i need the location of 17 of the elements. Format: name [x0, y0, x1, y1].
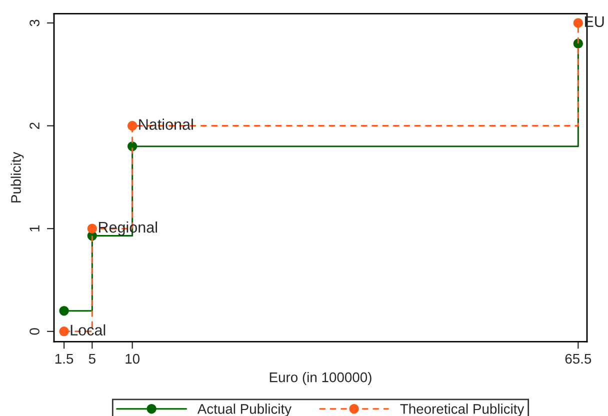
y-tick-label: 1 — [30, 225, 40, 232]
x-tick-label: 1.5 — [55, 354, 74, 364]
x-axis-title: Euro (in 100000) — [270, 372, 372, 385]
point — [59, 306, 69, 316]
y-tick-label: 3 — [30, 20, 40, 26]
point — [87, 224, 98, 234]
x-tick-label: 65.5 — [565, 354, 592, 364]
point — [127, 120, 138, 131]
x-tick-label: 5 — [88, 354, 96, 364]
y-axis-title: Publicity — [10, 152, 24, 202]
annotation: National — [139, 118, 193, 130]
point — [59, 326, 69, 336]
point — [573, 18, 584, 28]
x-tick-label: 10 — [126, 354, 140, 364]
y-tick-label: 2 — [30, 122, 40, 129]
y-tick-label: 0 — [30, 328, 40, 335]
annotation: Local — [70, 324, 106, 336]
